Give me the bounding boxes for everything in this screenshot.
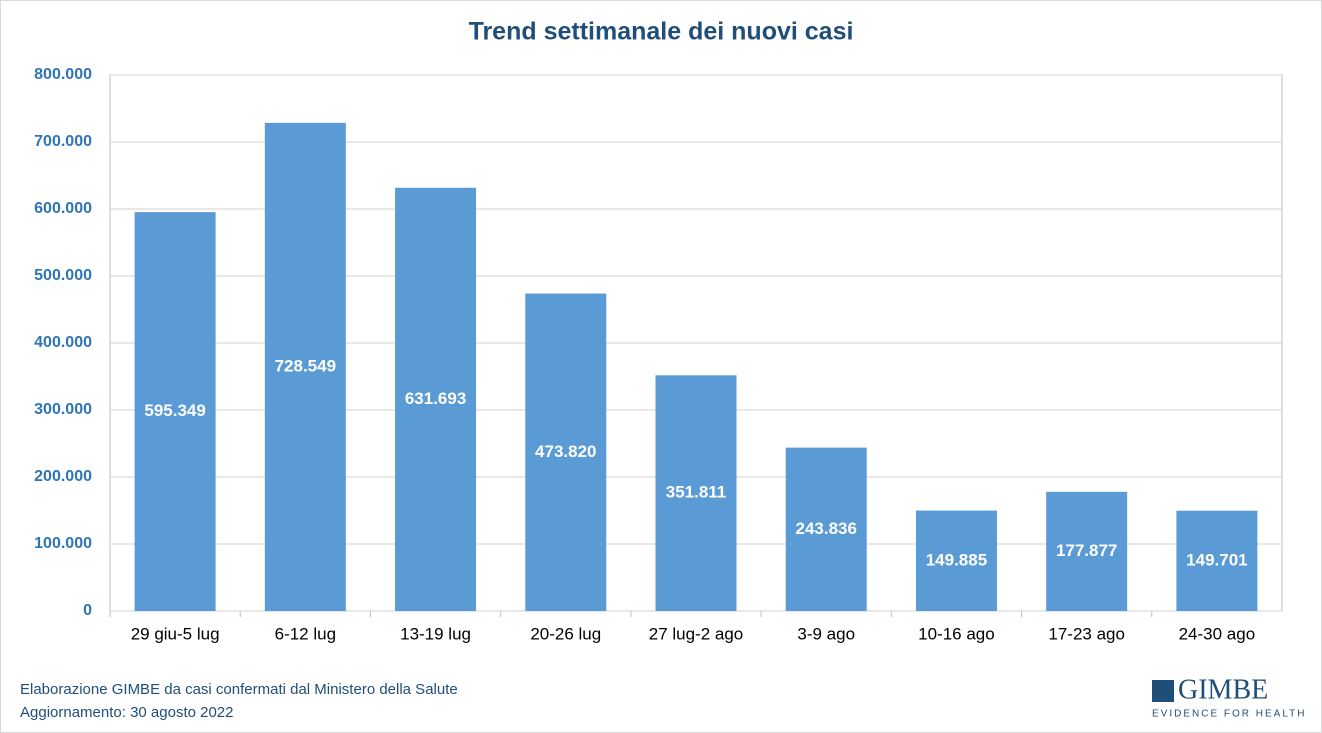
x-tick-label: 20-26 lug [530, 624, 601, 643]
x-tick-label: 6-12 lug [275, 624, 336, 643]
logo: GIMBE EVIDENCE FOR HEALTH [1152, 674, 1307, 720]
source-note: Elaborazione GIMBE da casi confermati da… [20, 681, 458, 698]
value-label: 149.885 [926, 550, 987, 569]
value-label: 177.877 [1056, 541, 1117, 560]
bar [1046, 491, 1128, 611]
bar [785, 447, 867, 611]
logo-name: GIMBE [1178, 674, 1268, 705]
x-tick-label: 17-23 ago [1048, 624, 1125, 643]
value-label: 243.836 [795, 519, 856, 538]
x-tick-label: 13-19 lug [400, 624, 471, 643]
y-tick-label: 200.000 [34, 468, 92, 485]
value-label: 595.349 [144, 401, 205, 420]
value-label: 631.693 [405, 389, 466, 408]
update-note: Aggiornamento: 30 agosto 2022 [20, 704, 234, 721]
value-label: 351.811 [666, 483, 727, 502]
y-tick-label: 100.000 [34, 535, 92, 552]
x-tick-label: 27 lug-2 ago [649, 624, 744, 643]
bar [915, 510, 997, 611]
logo-tagline: EVIDENCE FOR HEALTH [1152, 709, 1307, 720]
chart-title: Trend settimanale dei nuovi casi [469, 18, 854, 46]
value-label: 149.701 [1186, 550, 1247, 569]
value-label: 728.549 [275, 356, 336, 375]
y-tick-label: 400.000 [34, 334, 92, 351]
bar [264, 122, 346, 612]
y-tick-label: 800.000 [34, 66, 92, 83]
y-tick-label: 0 [83, 602, 92, 619]
bar [134, 212, 216, 612]
y-tick-label: 300.000 [34, 401, 92, 418]
x-tick-label: 29 giu-5 lug [131, 624, 220, 643]
x-tick-label: 10-16 ago [918, 624, 995, 643]
y-tick-label: 700.000 [34, 133, 92, 150]
bar [655, 375, 737, 611]
y-tick-label: 600.000 [34, 200, 92, 217]
bar [1176, 510, 1258, 611]
y-tick-label: 500.000 [34, 267, 92, 284]
bar [525, 293, 607, 611]
logo-icon [1152, 680, 1174, 702]
x-tick-label: 3-9 ago [797, 624, 855, 643]
bar [395, 187, 477, 611]
x-tick-label: 24-30 ago [1179, 624, 1256, 643]
value-label: 473.820 [535, 442, 596, 461]
